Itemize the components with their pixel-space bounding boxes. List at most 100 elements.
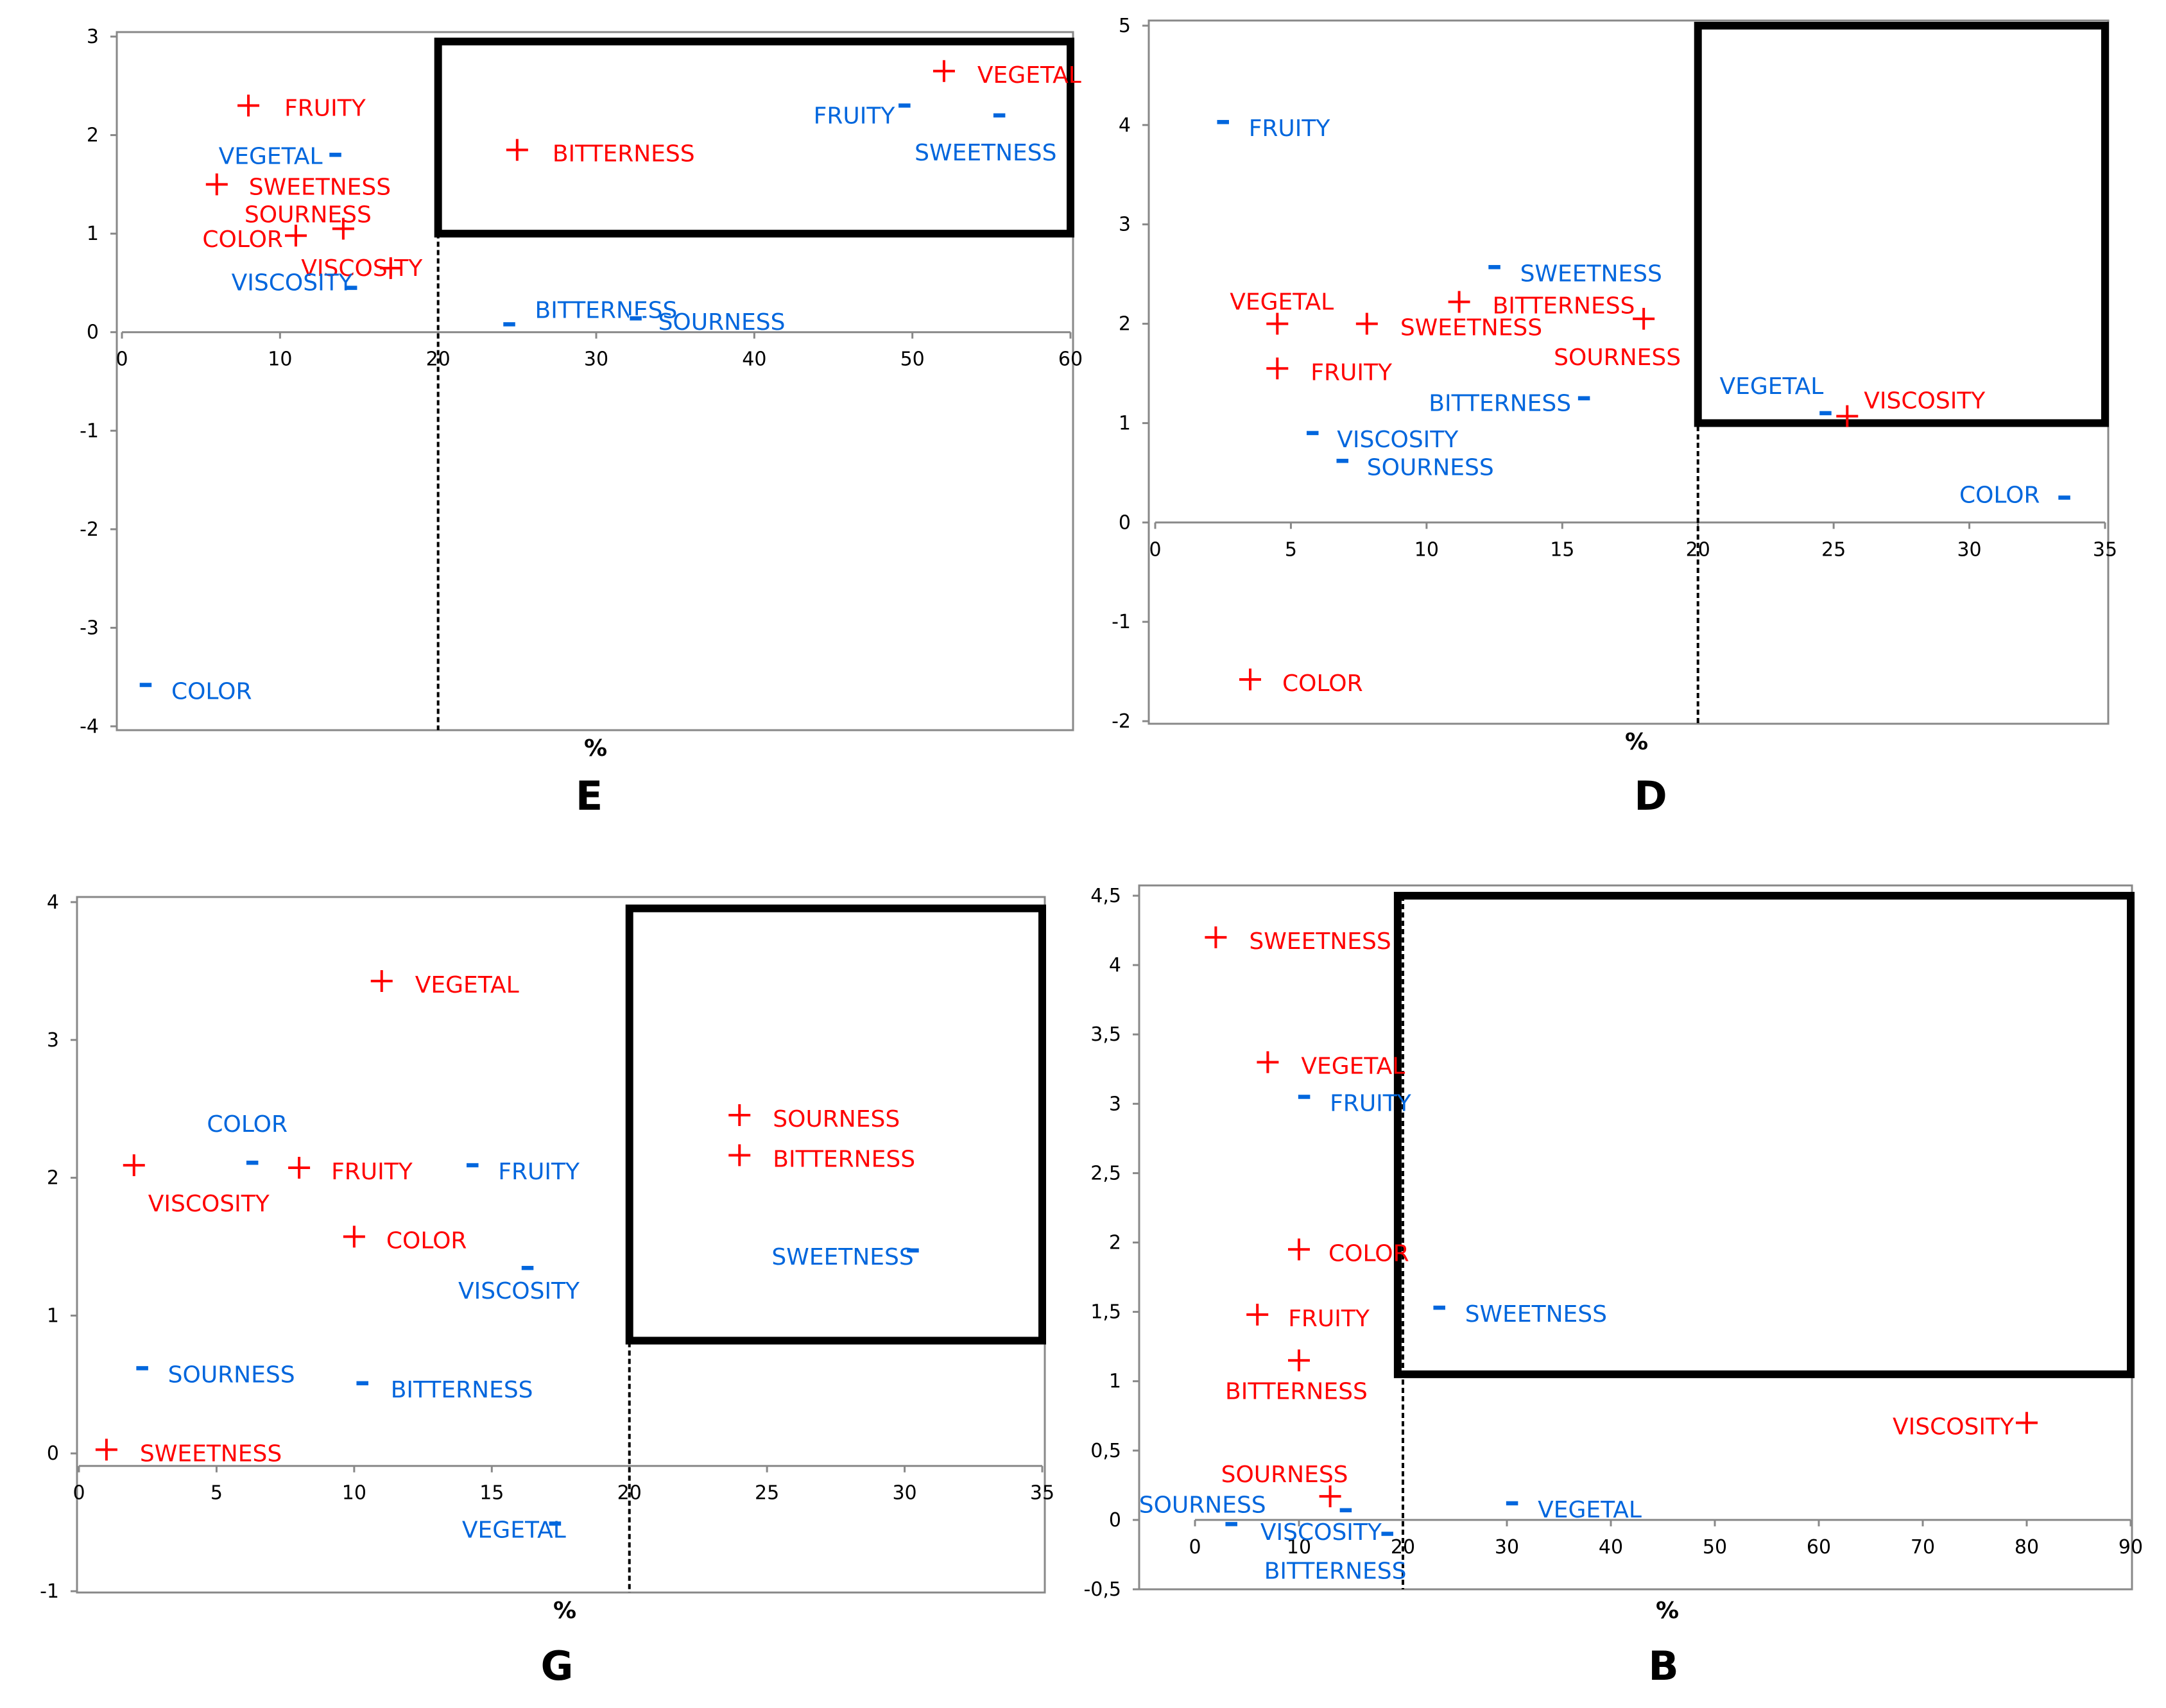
x-axis-title: % xyxy=(1625,729,1648,755)
point-label-vegetal: VEGETAL xyxy=(462,1517,566,1544)
highlight-box xyxy=(434,37,1074,238)
point-label-color: COLOR xyxy=(171,679,252,705)
x-axis-title: % xyxy=(553,1598,576,1624)
plus-marker-fruity xyxy=(1266,357,1289,380)
point-label-color: COLOR xyxy=(1282,670,1363,697)
y-tick-label: -1 xyxy=(1112,611,1131,633)
y-tick-label: -4 xyxy=(80,715,99,738)
dash-marker-vegetal xyxy=(328,151,343,158)
y-tick-label: 1 xyxy=(1109,1371,1121,1393)
y-tick-label: -1 xyxy=(80,420,99,442)
y-tick-label: 4 xyxy=(1109,954,1121,977)
chart-panel-b: 0 10 20 30 40 50 60 70 80 90-0,500,511,522,533,54… xyxy=(1083,884,2143,1689)
x-tick-label: 40 xyxy=(742,348,766,371)
point-label-sweetness: SWEETNESS xyxy=(140,1440,282,1467)
dash-marker-sweetness xyxy=(906,1247,920,1254)
dash-marker-color xyxy=(2057,494,2072,501)
point-label-bitterness: BITTERNESS xyxy=(1429,391,1571,417)
y-tick-label: 3 xyxy=(47,1029,59,1052)
plus-marker-vegetal xyxy=(1257,1051,1279,1073)
x-tick-label: 80 xyxy=(2015,1536,2039,1559)
plus-marker-vegetal xyxy=(933,60,955,82)
dash-marker-color xyxy=(245,1159,259,1166)
plus-marker-bitterness xyxy=(728,1144,751,1166)
plus-marker-color xyxy=(284,225,307,247)
panel-label: B xyxy=(1648,1643,1678,1689)
panel-label: G xyxy=(541,1643,574,1689)
point-label-bitterness: BITTERNESS xyxy=(391,1377,533,1403)
dash-marker-viscosity xyxy=(1339,1507,1353,1514)
point-label-sourness: SOURNESS xyxy=(1367,454,1494,481)
point-label-vegetal: VEGETAL xyxy=(1301,1053,1405,1079)
point-label-viscosity: VISCOSITY xyxy=(1260,1519,1382,1546)
chart-panel-g: 0 5 10 15 20 25 30 35-101234VEGETALVISCOSITYFRU… xyxy=(40,891,1054,1689)
chart-panel-e: 0 10 20 30 40 50 60-4-3-2-10123FRUITYSWEETNESS… xyxy=(80,26,1083,819)
point-label-fruity: FRUITY xyxy=(814,103,896,130)
plus-marker-sweetness xyxy=(205,173,228,196)
x-tick-label: 10 xyxy=(1414,538,1439,561)
y-tick-label: 4,5 xyxy=(1090,885,1121,907)
point-label-sweetness: SWEETNESS xyxy=(249,174,391,200)
point-label-sourness: SOURNESS xyxy=(1139,1492,1266,1518)
point-label-sweetness: SWEETNESS xyxy=(1465,1301,1607,1328)
x-tick-label: 5 xyxy=(1285,538,1297,561)
dash-marker-sourness xyxy=(1336,457,1350,465)
y-tick-label: -2 xyxy=(1112,710,1131,733)
dash-marker-sourness xyxy=(135,1365,150,1372)
plus-marker-vegetal xyxy=(370,970,393,993)
x-tick-label: 10 xyxy=(342,1482,366,1505)
point-label-sourness: SOURNESS xyxy=(1221,1462,1348,1488)
plus-marker-sweetness xyxy=(1355,312,1378,335)
plus-marker-sourness xyxy=(1633,307,1655,330)
dash-marker-viscosity xyxy=(520,1265,535,1271)
dash-marker-bitterness xyxy=(355,1380,370,1387)
dash-marker-color xyxy=(139,681,153,688)
dash-marker-fruity xyxy=(1297,1093,1311,1100)
y-tick-label: 3 xyxy=(1109,1093,1121,1115)
plus-marker-color xyxy=(1288,1238,1310,1261)
point-label-vegetal: VEGETAL xyxy=(219,143,323,169)
point-label-color: COLOR xyxy=(207,1111,288,1138)
point-label-sourness: SOURNESS xyxy=(168,1362,295,1388)
y-tick-label: 2 xyxy=(1119,313,1131,336)
x-tick-label: 0 xyxy=(73,1482,85,1505)
plus-marker-bitterness xyxy=(1448,291,1470,313)
y-tick-label: 3 xyxy=(87,26,99,48)
x-tick-label: 70 xyxy=(1911,1536,1935,1559)
y-tick-label: 2 xyxy=(47,1167,59,1190)
plus-marker-sweetness xyxy=(95,1439,117,1461)
dash-marker-sourness xyxy=(1224,1521,1239,1528)
x-tick-label: 10 xyxy=(268,348,292,371)
plus-marker-bitterness xyxy=(506,139,528,161)
x-tick-label: 90 xyxy=(2119,1536,2143,1559)
y-tick-label: 4 xyxy=(47,891,59,914)
x-tick-label: 50 xyxy=(1703,1536,1727,1559)
dash-marker-vegetal xyxy=(548,1520,562,1527)
y-tick-label: 3,5 xyxy=(1090,1023,1121,1046)
y-tick-label: 0,5 xyxy=(1090,1440,1121,1462)
point-label-vegetal: VEGETAL xyxy=(1230,289,1334,316)
x-tick-label: 10 xyxy=(1287,1536,1311,1559)
y-tick-label: -2 xyxy=(80,518,99,541)
point-label-vegetal: VEGETAL xyxy=(415,972,519,998)
point-label-sweetness: SWEETNESS xyxy=(915,140,1056,166)
plot-frame xyxy=(116,31,1074,731)
y-tick-label: -0,5 xyxy=(1083,1578,1121,1601)
x-tick-label: 30 xyxy=(584,348,608,371)
y-tick-label: 4 xyxy=(1119,114,1131,137)
y-tick-label: 3 xyxy=(1119,214,1131,236)
point-label-bitterness: BITTERNESS xyxy=(1264,1559,1407,1585)
x-tick-label: 60 xyxy=(1807,1536,1831,1559)
x-axis-title: % xyxy=(584,735,607,762)
y-tick-label: 2,5 xyxy=(1090,1162,1121,1184)
dash-marker-sweetness xyxy=(1487,264,1502,271)
dash-marker-sweetness xyxy=(992,112,1006,119)
y-tick-label: 0 xyxy=(87,321,99,344)
highlight-box xyxy=(1694,22,2110,427)
x-tick-label: 30 xyxy=(1957,538,1981,561)
point-label-vegetal: VEGETAL xyxy=(977,62,1081,89)
point-label-viscosity: VISCOSITY xyxy=(1337,427,1459,453)
y-tick-label: 0 xyxy=(1119,511,1131,534)
y-tick-label: 0 xyxy=(47,1442,59,1465)
point-label-sweetness: SWEETNESS xyxy=(1400,315,1542,341)
